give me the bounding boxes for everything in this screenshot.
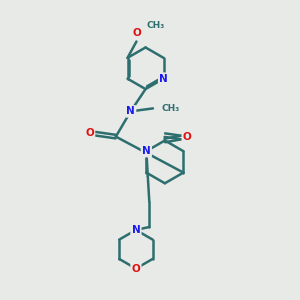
Text: CH₃: CH₃ [147,21,165,30]
Text: CH₃: CH₃ [162,104,180,113]
Text: O: O [85,128,94,138]
Text: O: O [133,28,142,38]
Text: O: O [183,132,191,142]
Text: N: N [159,74,168,84]
Text: O: O [132,264,140,274]
Text: N: N [126,106,135,116]
Text: N: N [142,146,151,156]
Text: N: N [132,225,140,235]
